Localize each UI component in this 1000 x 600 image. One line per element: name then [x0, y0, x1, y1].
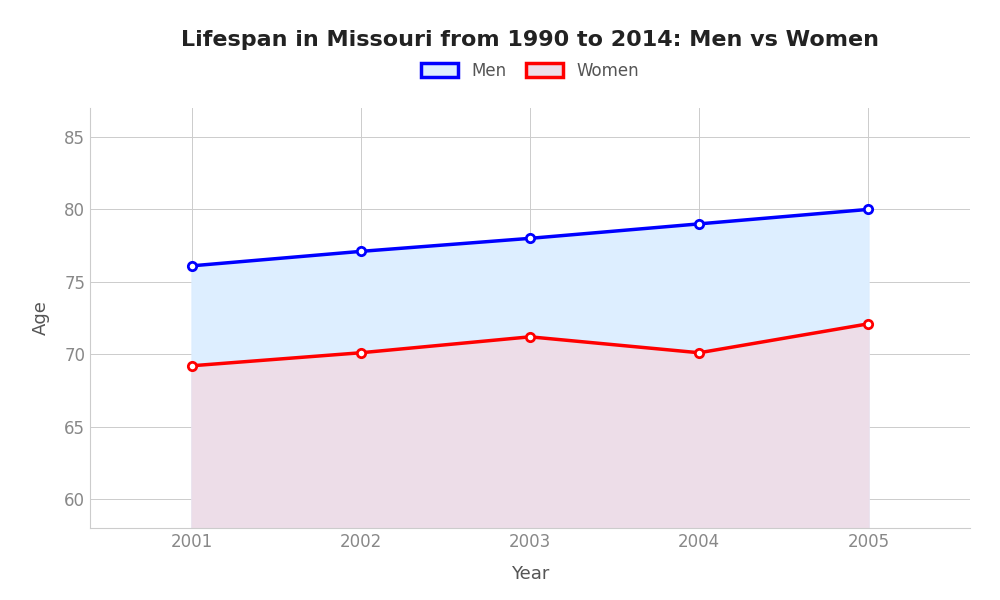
Y-axis label: Age: Age: [32, 301, 50, 335]
Title: Lifespan in Missouri from 1990 to 2014: Men vs Women: Lifespan in Missouri from 1990 to 2014: …: [181, 29, 879, 49]
X-axis label: Year: Year: [511, 565, 549, 583]
Legend: Men, Women: Men, Women: [421, 62, 639, 80]
